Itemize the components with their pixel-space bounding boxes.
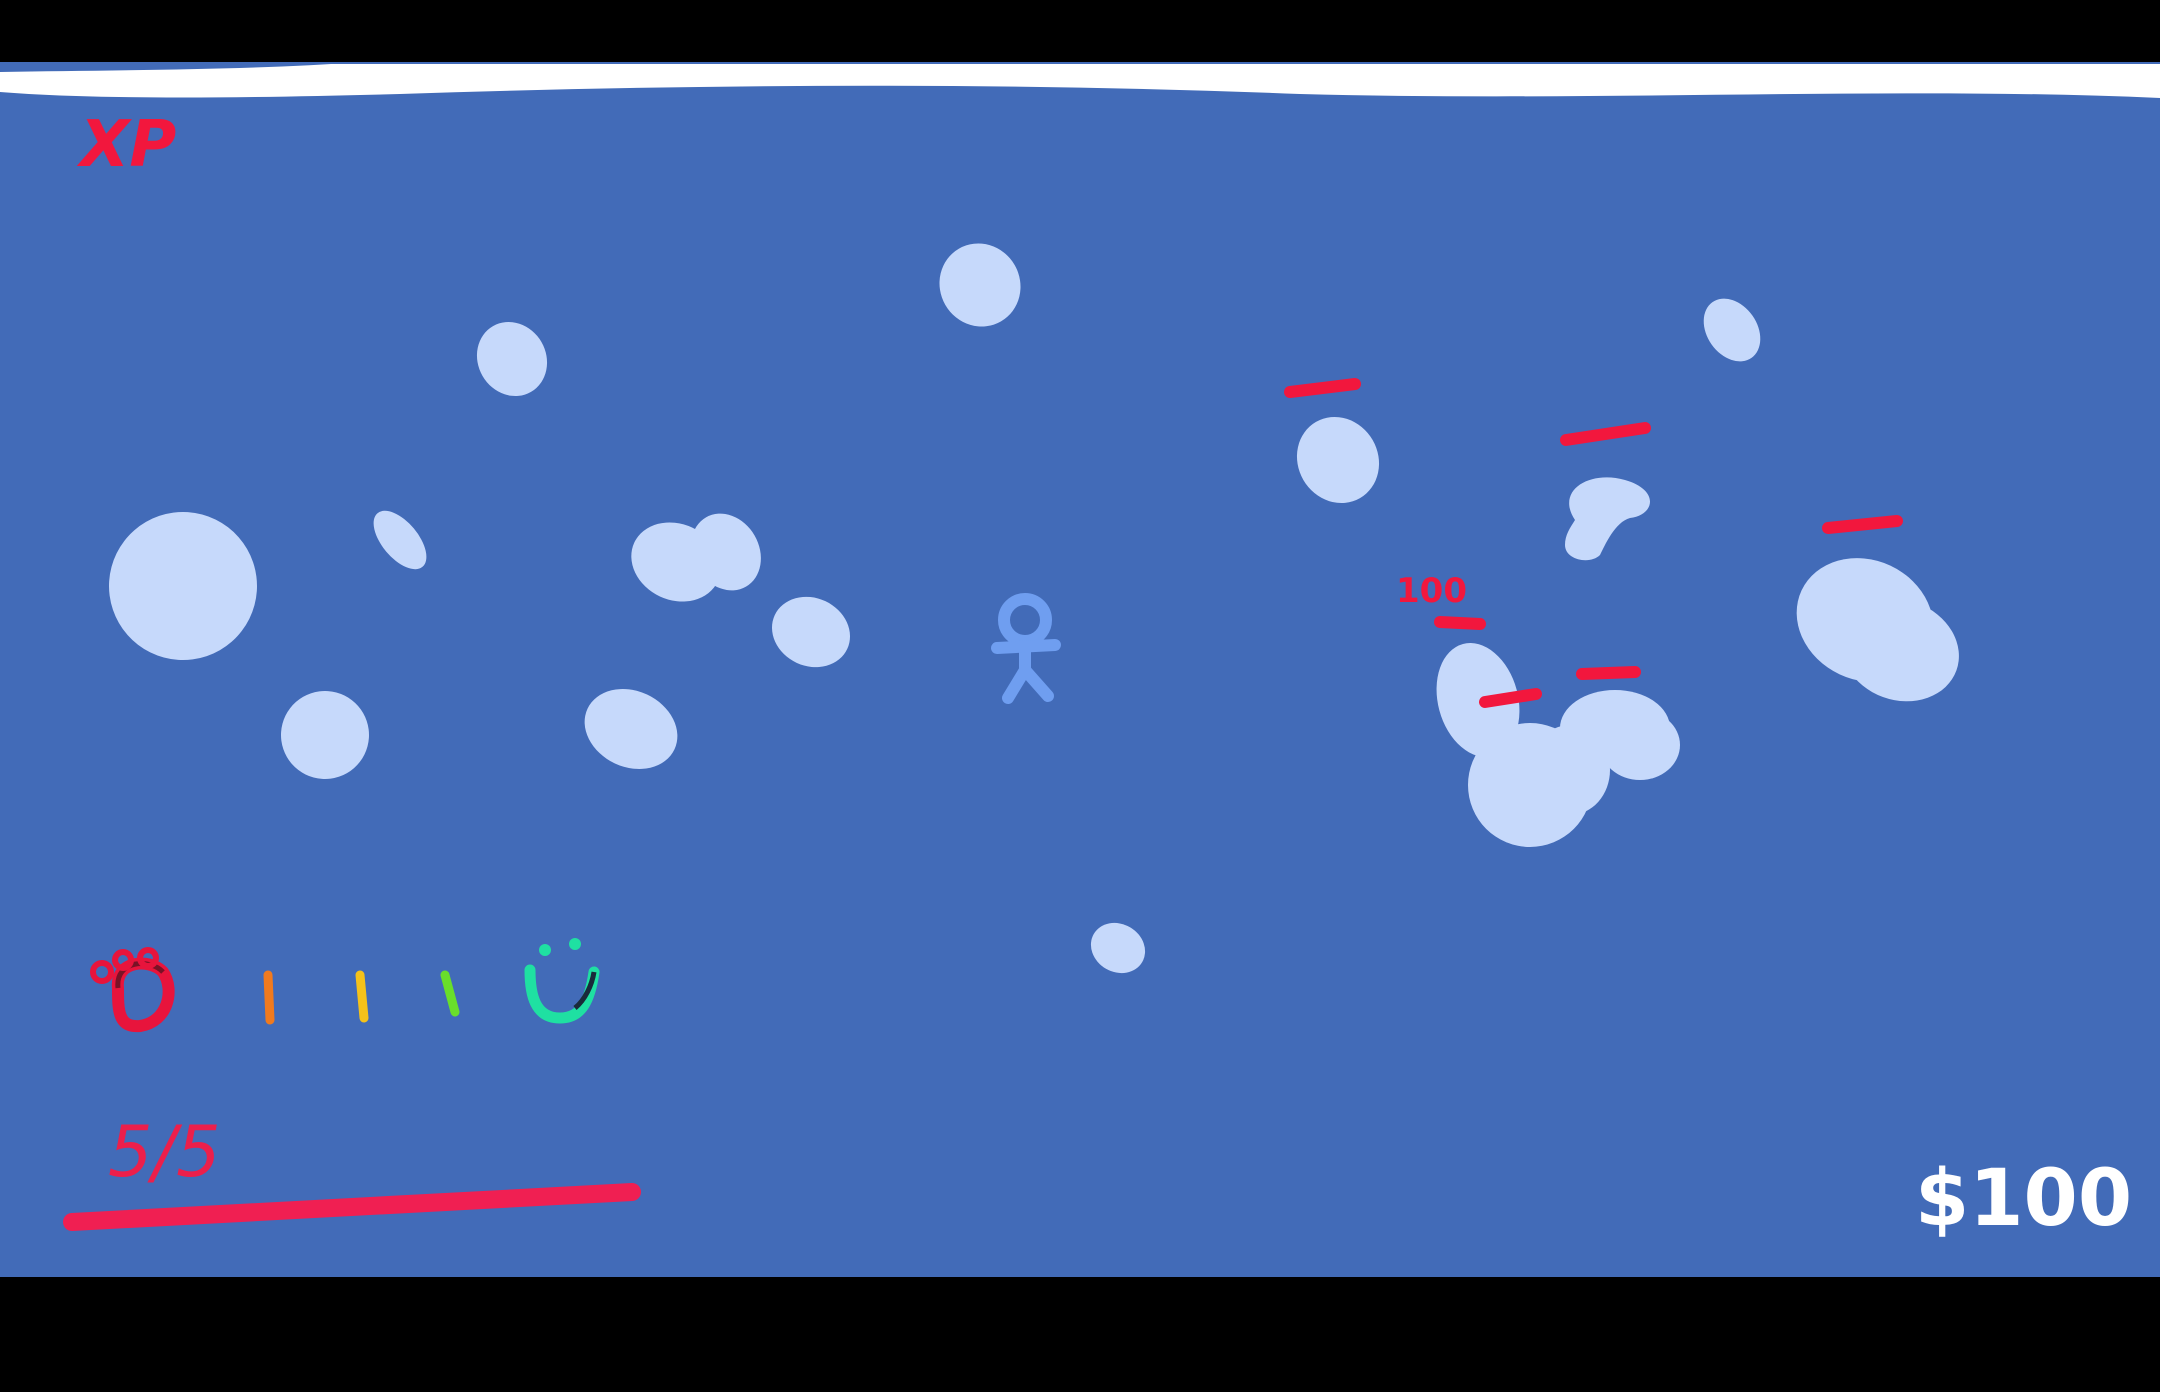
- enemy-health-bar: [1576, 666, 1641, 680]
- bubble: [1600, 710, 1680, 780]
- top-letterbox: [0, 0, 2160, 62]
- bottom-letterbox: [0, 1277, 2160, 1392]
- enemy-health-bar: [1560, 422, 1651, 446]
- sad-face-icon: [90, 947, 175, 1033]
- water-surface-strip: [0, 64, 2160, 98]
- bubble: [109, 512, 257, 660]
- enemy-health-bar: [1284, 378, 1361, 398]
- mood-scale: [90, 938, 600, 1033]
- bubble: [476, 321, 548, 397]
- xp-label-text: XP: [76, 108, 176, 182]
- bubble: [1090, 922, 1146, 974]
- bubble: [691, 513, 761, 591]
- money-counter: $100: [1915, 1154, 2132, 1244]
- mood-tick-orange: [263, 970, 275, 1025]
- mood-tick-yellow: [355, 970, 369, 1023]
- bubble: [584, 689, 678, 769]
- xp-label: XP: [76, 108, 176, 182]
- enemy-health-bar: [1822, 515, 1903, 534]
- bubble: [1703, 298, 1761, 362]
- bubble: [1296, 416, 1380, 504]
- damage-popup: 100: [1396, 571, 1467, 611]
- bubble: [1841, 598, 1959, 702]
- health-text: 5/5: [108, 1111, 221, 1193]
- surface-blue-accent: [0, 62, 360, 72]
- mood-tick-green: [440, 970, 460, 1017]
- enemy-health-bar: [1479, 688, 1542, 708]
- enemy-health-bars: [1284, 378, 1903, 708]
- bubble: [1436, 643, 1520, 757]
- health-bar-fill: [63, 1183, 641, 1231]
- bubble: [281, 691, 369, 779]
- bubble: [939, 243, 1021, 327]
- bubbles: [109, 243, 1959, 974]
- happy-face-icon: [524, 938, 600, 1024]
- enemy-health-bar: [1434, 616, 1486, 630]
- bubble: [772, 596, 850, 668]
- health-bar: [63, 1183, 641, 1231]
- stick-figure-player-icon: [991, 593, 1061, 704]
- bubble-crescent: [1565, 477, 1650, 561]
- water-background: [0, 62, 2160, 1277]
- bubble: [373, 510, 427, 570]
